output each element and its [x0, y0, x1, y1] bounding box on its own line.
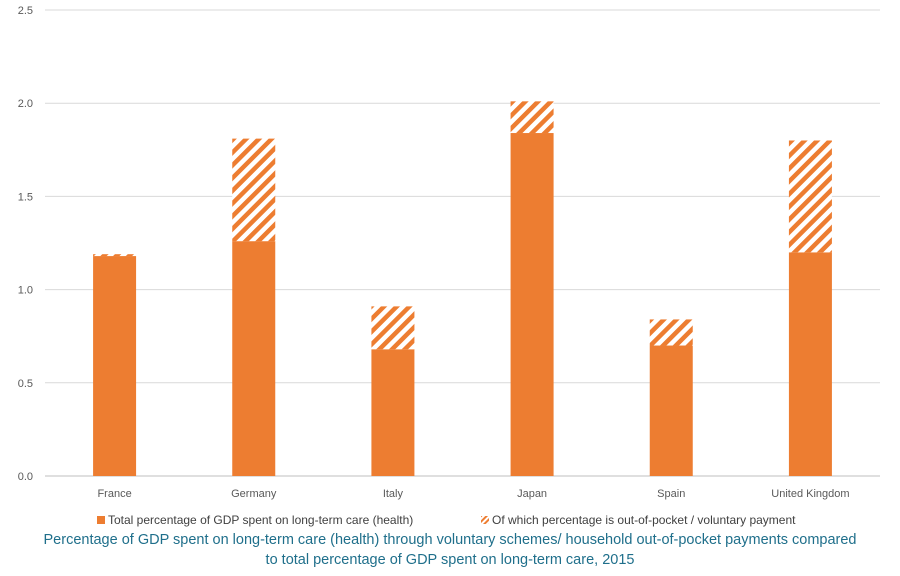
- x-category-label: France: [97, 488, 131, 500]
- y-tick-label: 2.0: [18, 98, 33, 110]
- bar-total-united-kingdom: [788, 252, 832, 476]
- bar-out-of-pocket-italy: [371, 306, 415, 350]
- x-category-label: Germany: [231, 488, 277, 500]
- x-category-label: Spain: [657, 488, 685, 500]
- legend-swatch-out-of-pocket: [481, 516, 489, 524]
- bar-total-germany: [232, 241, 276, 476]
- y-tick-label: 2.5: [18, 5, 33, 17]
- y-axis-ticks: 0.0 0.5 1.0 1.5 2.0 2.5: [18, 5, 33, 483]
- bar-total-france: [93, 256, 137, 476]
- bar-chart: 0.0 0.5 1.0 1.5 2.0 2.5 France Germany Italy Jap…: [18, 5, 880, 527]
- bar-out-of-pocket-germany: [232, 138, 276, 242]
- x-category-label: Japan: [517, 488, 547, 500]
- y-tick-label: 0.5: [18, 378, 33, 390]
- x-category-label: United Kingdom: [771, 488, 849, 500]
- chart-container: 0.0 0.5 1.0 1.5 2.0 2.5 France Germany Italy Jap…: [18, 5, 880, 527]
- bar-out-of-pocket-france: [93, 254, 137, 257]
- bar-out-of-pocket-japan: [510, 101, 554, 134]
- bar-total-spain: [649, 345, 693, 476]
- gridlines: [45, 9, 880, 477]
- legend-label-total: Total percentage of GDP spent on long-te…: [108, 513, 413, 527]
- bar-out-of-pocket-spain: [649, 319, 693, 346]
- bar-out-of-pocket-united-kingdom: [788, 140, 832, 253]
- legend: Total percentage of GDP spent on long-te…: [97, 513, 796, 527]
- bars: [93, 101, 832, 477]
- y-tick-label: 1.0: [18, 285, 33, 297]
- caption-line-1: Percentage of GDP spent on long-term car…: [43, 532, 857, 548]
- y-tick-label: 1.5: [18, 191, 33, 203]
- legend-swatch-total: [97, 516, 105, 524]
- caption-line-2: to total percentage of GDP spent on long…: [265, 552, 635, 568]
- bar-total-japan: [510, 133, 554, 477]
- legend-label-out-of-pocket: Of which percentage is out-of-pocket / v…: [492, 513, 796, 527]
- chart-caption: Percentage of GDP spent on long-term car…: [0, 530, 900, 570]
- y-tick-label: 0.0: [18, 471, 33, 483]
- bar-total-italy: [371, 349, 415, 476]
- x-category-label: Italy: [383, 488, 404, 500]
- x-axis-categories: France Germany Italy Japan Spain United Kingd…: [97, 488, 849, 500]
